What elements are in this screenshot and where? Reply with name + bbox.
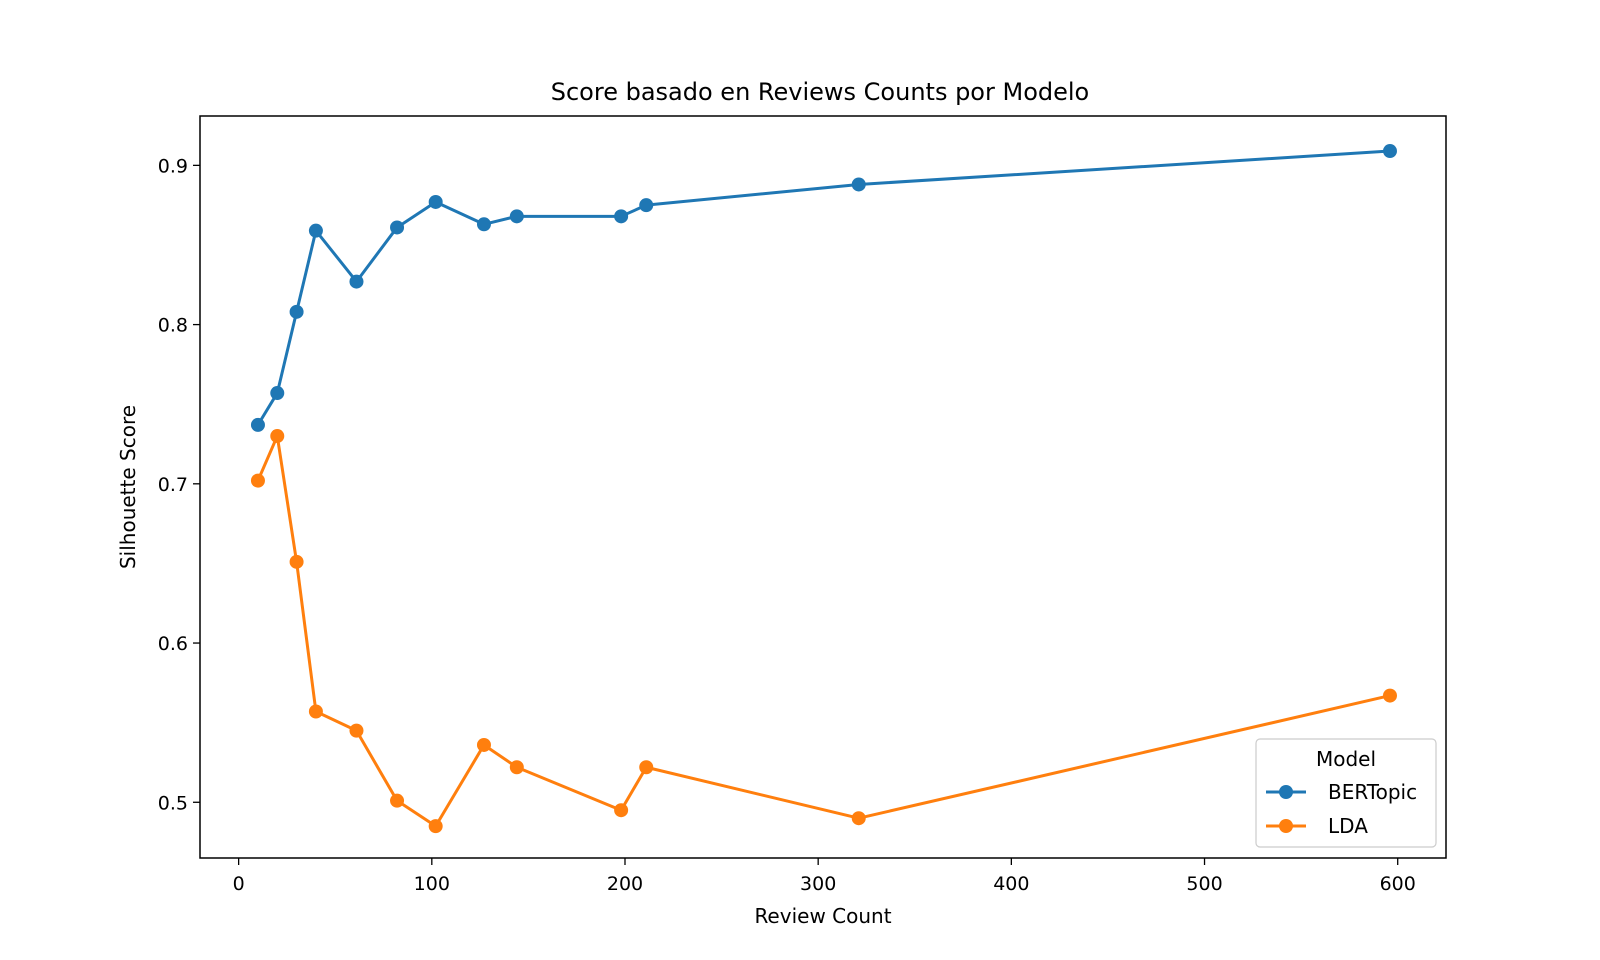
legend-title: Model [1316,747,1376,771]
data-point-bertopic [390,220,405,235]
series-line-lda [256,434,1392,828]
data-point-lda [270,429,285,444]
chart-title: Score basado en Reviews Counts por Model… [551,78,1089,106]
x-axis-label: Review Count [754,904,891,928]
data-point-lda [428,819,443,834]
data-point-lda [509,760,524,775]
x-tick-label: 300 [800,873,836,895]
data-point-bertopic [349,274,364,289]
legend-bertopic-label: BERTopic [1328,780,1417,804]
y-tick-label: 0.9 [158,155,188,177]
data-point-lda [614,803,629,818]
y-tick-label: 0.6 [158,633,188,655]
data-point-lda [476,737,491,752]
x-tick-label: 500 [1186,873,1222,895]
data-point-bertopic [289,304,304,319]
data-point-bertopic [614,209,629,224]
plot-layer: 0 100 200 300 400 500 600 0.5 0.6 0.7 0.8 0.9 [158,144,1416,895]
data-point-lda [308,704,323,719]
data-point-lda [289,554,304,569]
plot-area-frame [199,115,1447,859]
data-point-bertopic [428,194,443,209]
data-point-bertopic [639,198,654,213]
data-point-bertopic [476,217,491,232]
y-tick-label: 0.7 [158,474,188,496]
x-tick-label: 400 [993,873,1029,895]
y-tick-label: 0.5 [158,792,188,814]
x-tick-label: 200 [607,873,643,895]
data-point-bertopic [509,209,524,224]
legend: Model BERTopic LDA [1255,738,1437,848]
data-point-bertopic [1382,144,1397,159]
data-point-lda [349,723,364,738]
data-point-lda [851,811,866,826]
data-point-bertopic [250,417,265,432]
x-tick-label: 600 [1380,873,1416,895]
data-point-lda [639,760,654,775]
y-axis-label: Silhouette Score [116,405,140,569]
data-point-lda [390,793,405,808]
x-tick-label: 0 [233,873,245,895]
data-point-bertopic [308,223,323,238]
x-tick-label: 100 [414,873,450,895]
legend-frame [1255,738,1437,848]
y-tick-label: 0.8 [158,315,188,337]
data-point-bertopic [270,386,285,401]
data-point-lda [1382,688,1397,703]
legend-bertopic-marker [1279,785,1293,799]
legend-lda-marker [1279,819,1293,833]
series-line-bertopic [256,149,1392,427]
legend-lda-label: LDA [1328,814,1368,838]
data-point-lda [250,473,265,488]
data-point-bertopic [851,177,866,192]
